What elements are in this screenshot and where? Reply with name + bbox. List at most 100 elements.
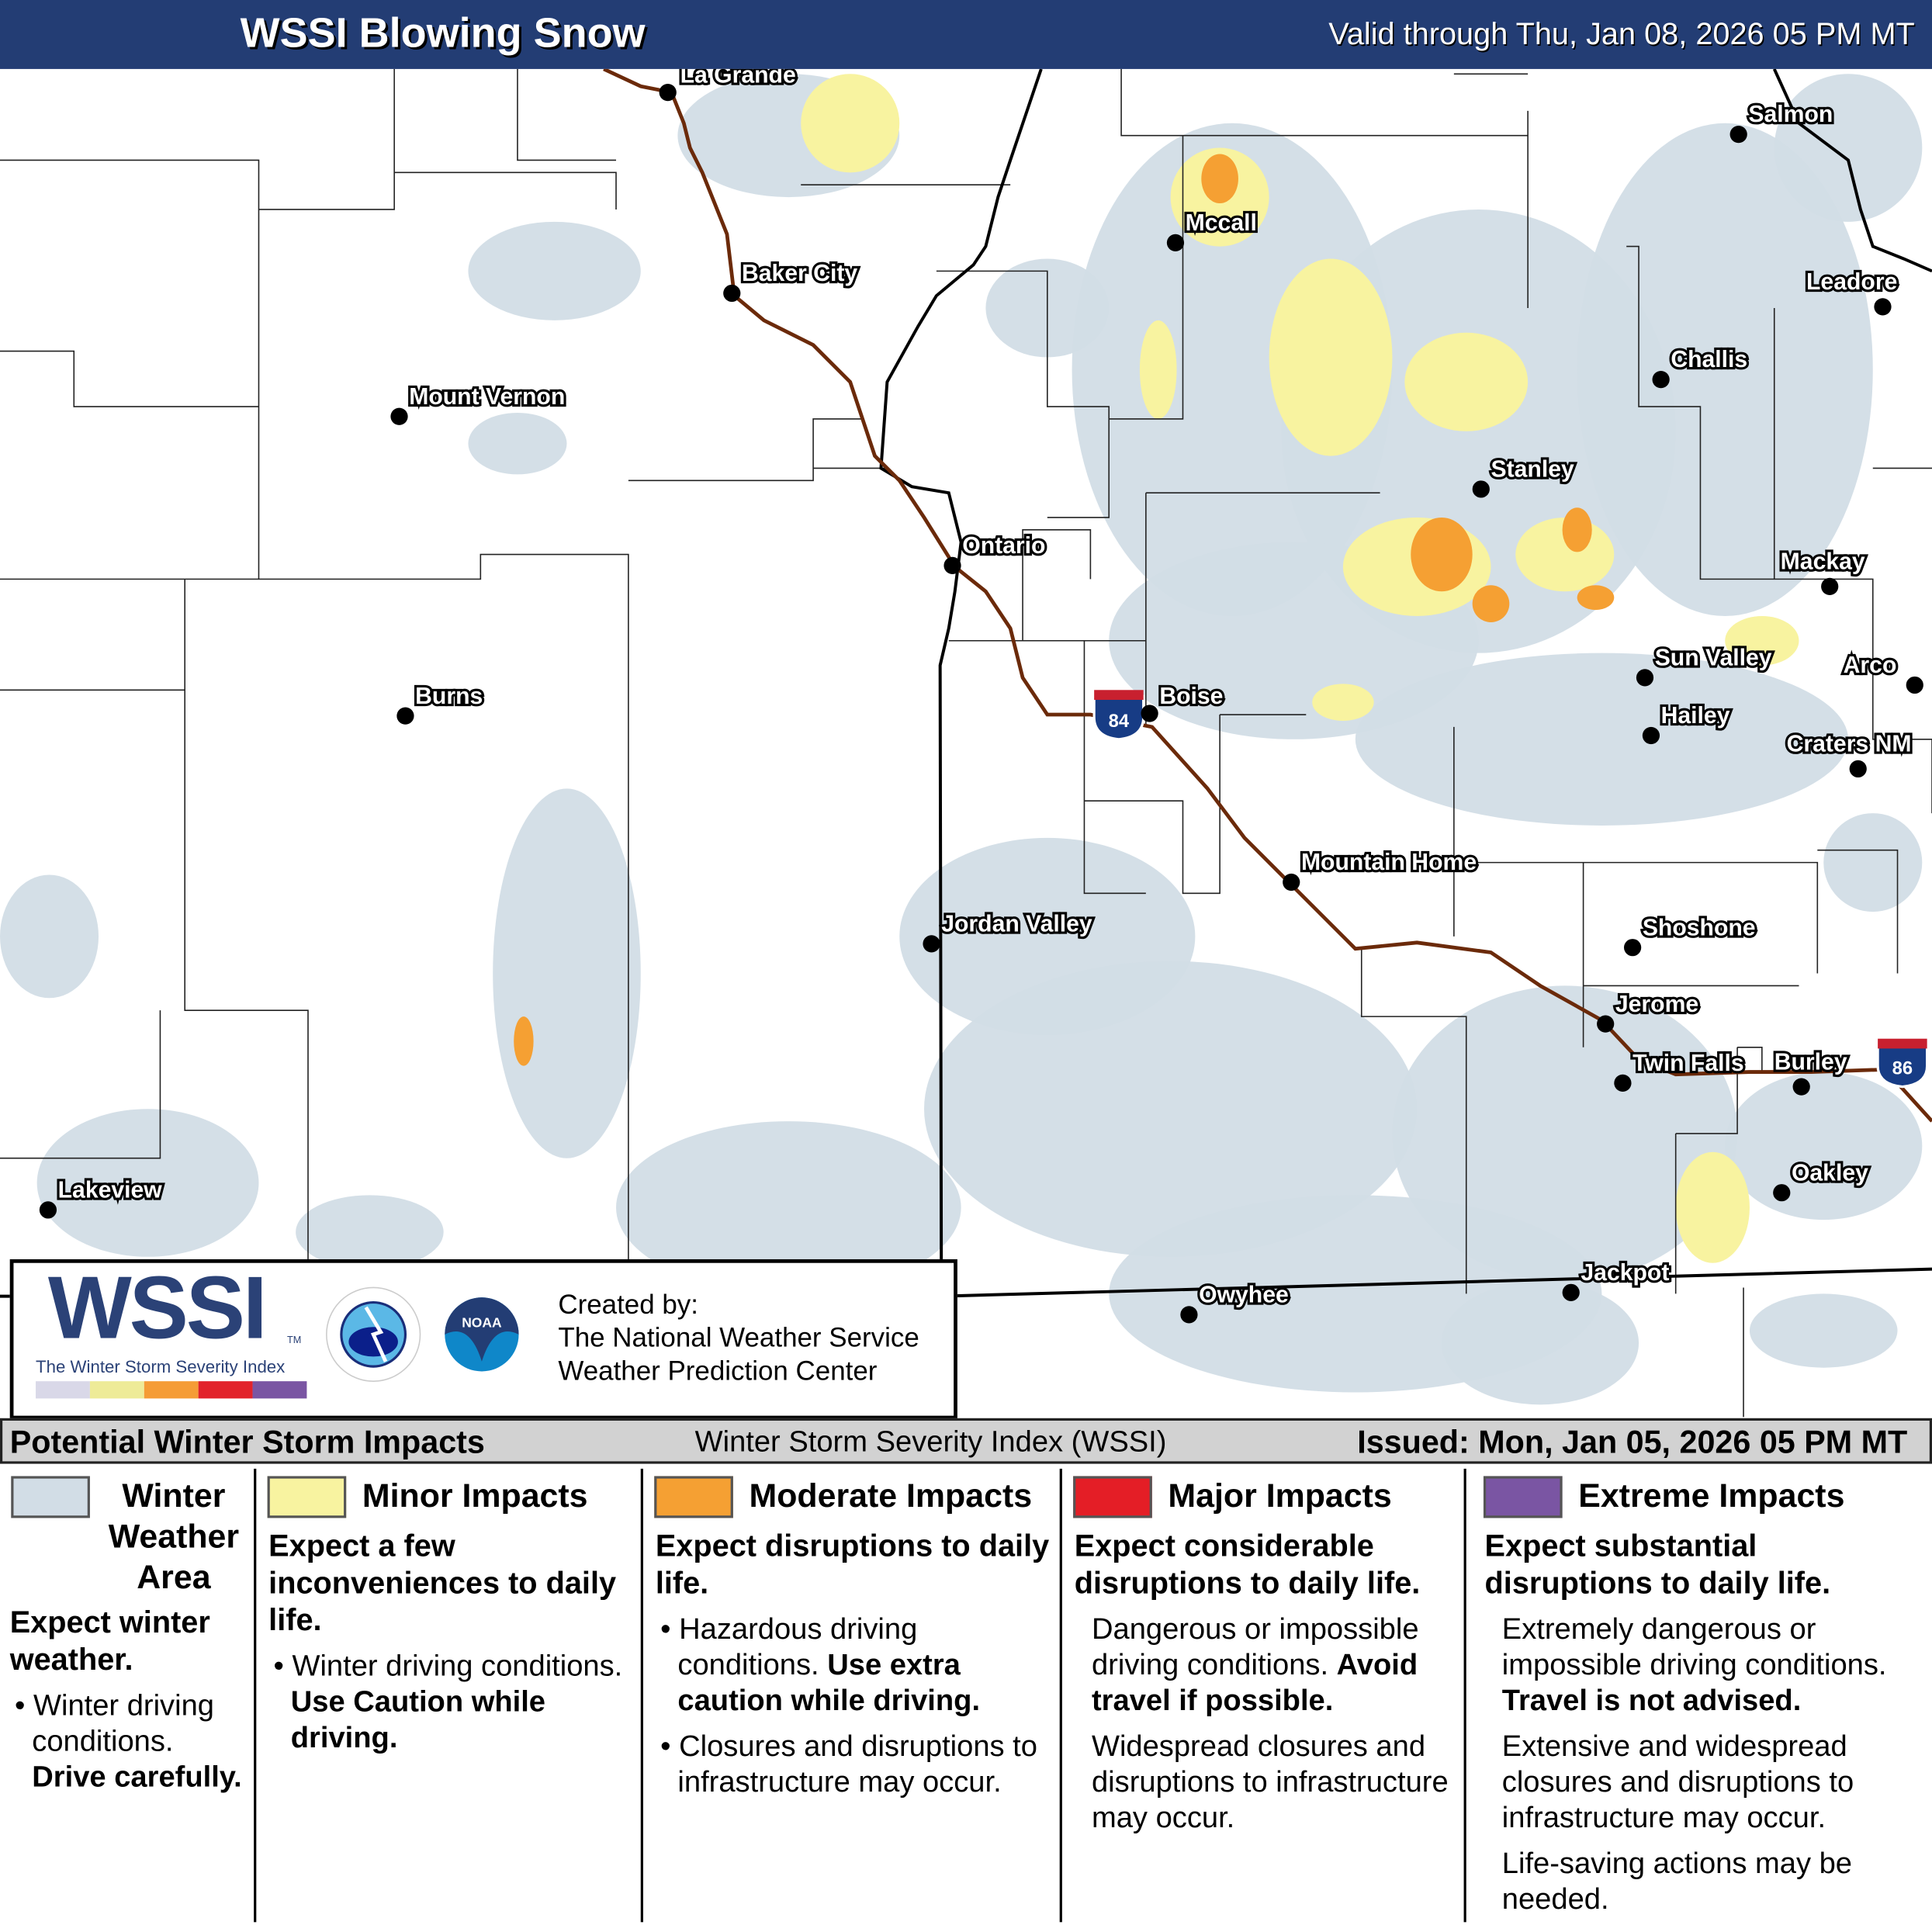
city-dot <box>1652 370 1670 389</box>
city-dot <box>1874 298 1892 316</box>
bullet-bold: Drive carefully. <box>32 1761 242 1795</box>
city-ontario: Ontario <box>943 531 1048 575</box>
impact-area <box>1675 1151 1750 1263</box>
county-lines <box>0 68 1932 1418</box>
color-swatch <box>267 1476 347 1518</box>
wssi-logo: WSSI <box>47 1259 268 1358</box>
city-dot <box>1636 669 1654 687</box>
impact-area <box>801 74 900 173</box>
bullet-text: Winter driving conditions. <box>32 1689 214 1759</box>
city-mount-vernon: Mount Vernon <box>390 382 567 425</box>
impact-map: 84 86 La Grande Baker City Mount Vernon Bur… <box>0 68 1932 1418</box>
impact-area <box>1139 320 1177 419</box>
legend-extreme-impacts: Extreme Impacts Expect substantial disru… <box>1466 1466 1930 1923</box>
impact-area <box>1725 616 1799 666</box>
category-subtitle: Expect disruptions to daily life. <box>655 1529 1050 1601</box>
category-bullet-2: Extensive and widespread closures and di… <box>1501 1729 1854 1835</box>
category-bullet: • Winter driving conditions. Use Caution… <box>273 1650 623 1755</box>
category-body: Expect disruptions to daily life. • Haza… <box>656 1528 1055 1810</box>
bullet-bold: Use extra caution while driving. <box>677 1648 981 1718</box>
city-label: Salmon <box>1748 102 1833 127</box>
scale-swatch <box>89 1381 144 1399</box>
city-twin-falls: Twin Falls <box>1614 1048 1747 1092</box>
city-label: Stanley <box>1491 457 1574 483</box>
city-dot <box>1642 726 1660 745</box>
city-dot <box>1166 234 1185 251</box>
city-dot <box>923 935 940 953</box>
color-swatch <box>654 1476 733 1518</box>
impact-area <box>1774 74 1923 222</box>
city-dot <box>1180 1306 1198 1324</box>
city-label: Arco <box>1844 653 1897 678</box>
category-bullet: Extremely dangerous or impossible drivin… <box>1485 1612 1927 1719</box>
org-nws: The National Weather Service <box>558 1321 919 1353</box>
color-swatch <box>11 1476 90 1518</box>
city-dot <box>1472 480 1490 498</box>
city-dot <box>659 83 677 102</box>
city-owyhee: Owyhee <box>1180 1279 1291 1324</box>
interstate-86-number: 86 <box>1892 1058 1913 1079</box>
impact-area <box>1472 585 1510 622</box>
wssi-color-scale <box>36 1381 307 1399</box>
scale-swatch <box>144 1381 199 1399</box>
city-hailey: Hailey <box>1642 701 1733 745</box>
bullet-text: Winter driving conditions. <box>292 1650 623 1684</box>
city-baker-city: Baker City <box>723 258 860 303</box>
impact-area <box>514 1016 534 1066</box>
noaa-logo-text: NOAA <box>462 1314 502 1330</box>
index-name: Winter Storm Severity Index (WSSI) <box>694 1425 1167 1459</box>
city-dot <box>1821 577 1839 596</box>
city-mackay: Mackay <box>1778 546 1868 596</box>
bullet-bold: Use Caution while driving. <box>290 1685 546 1755</box>
city-jackpot: Jackpot <box>1562 1258 1672 1301</box>
city-label: Craters NM <box>1787 732 1912 757</box>
impact-area <box>36 1109 259 1257</box>
city-stanley: Stanley <box>1472 454 1577 498</box>
legend-winter-weather-area: Winter Weather Area Expect winter weathe… <box>0 1466 254 1923</box>
divider <box>254 1468 257 1923</box>
city-label: La Grande <box>680 69 796 88</box>
org-wpc: Weather Prediction Center <box>558 1355 878 1387</box>
issued-time: Issued: Mon, Jan 05, 2026 05 PM MT <box>1357 1423 1908 1460</box>
noaa-logo: NOAA <box>435 1287 529 1382</box>
category-title: Moderate Impacts <box>749 1477 1033 1515</box>
city-lakeview: Lakeview <box>39 1175 164 1219</box>
category-body: Expect a few inconveniences to daily lif… <box>268 1528 635 1765</box>
category-bullet-3: Life-saving actions may be needed. <box>1501 1847 1853 1916</box>
city-label: Oakley <box>1792 1160 1868 1186</box>
city-label: Lakeview <box>58 1178 163 1203</box>
city-label: Boise <box>1159 684 1223 709</box>
legend-title: Potential Winter Storm Impacts <box>9 1423 485 1460</box>
city-oakley: Oakley <box>1773 1158 1871 1202</box>
city-dot <box>1773 1184 1791 1202</box>
impact-area <box>1411 517 1473 592</box>
impact-area <box>1312 684 1374 721</box>
city-dot <box>1562 1283 1580 1301</box>
city-salmon: Salmon <box>1729 99 1835 144</box>
city-jordan-valley: Jordan Valley <box>923 909 1095 953</box>
bullet-bold: Travel is not advised. <box>1501 1684 1802 1718</box>
logo-box: WSSI TM The Winter Storm Severity Index … <box>9 1259 957 1420</box>
city-leadore: Leadore <box>1804 267 1900 316</box>
header: WSSI Blowing Snow Valid through Thu, Jan… <box>0 0 1932 69</box>
city-dot <box>39 1201 57 1219</box>
category-bullet-2: • Closures and disruptions to infrastruc… <box>660 1729 1037 1799</box>
impact-area <box>468 412 567 475</box>
category-subtitle: Expect substantial disruptions to daily … <box>1484 1529 1831 1601</box>
impact-area <box>1823 813 1923 912</box>
bullet-text: Extremely dangerous or impossible drivin… <box>1501 1612 1887 1682</box>
city-dot <box>1849 760 1867 778</box>
divider <box>1059 1468 1062 1923</box>
bullet-bold: Avoid travel if possible. <box>1091 1648 1418 1718</box>
bullet-text: Dangerous or impossible driving conditio… <box>1091 1612 1419 1682</box>
category-bullet-2: Widespread closures and disruptions to i… <box>1091 1729 1449 1835</box>
legend-major-impacts: Major Impacts Expect considerable disrup… <box>1062 1466 1464 1923</box>
city-markers: La Grande Baker City Mount Vernon Burns Lake… <box>39 69 1923 1324</box>
impact-area <box>1201 154 1238 204</box>
city-mccall: Mccall <box>1166 208 1259 251</box>
impact-area <box>1577 585 1615 611</box>
city-craters-nm: Craters NM <box>1784 729 1914 778</box>
bullet-text: Closures and disruptions to infrastructu… <box>677 1729 1037 1799</box>
impact-area <box>1749 1293 1898 1368</box>
city-dot <box>396 707 414 725</box>
